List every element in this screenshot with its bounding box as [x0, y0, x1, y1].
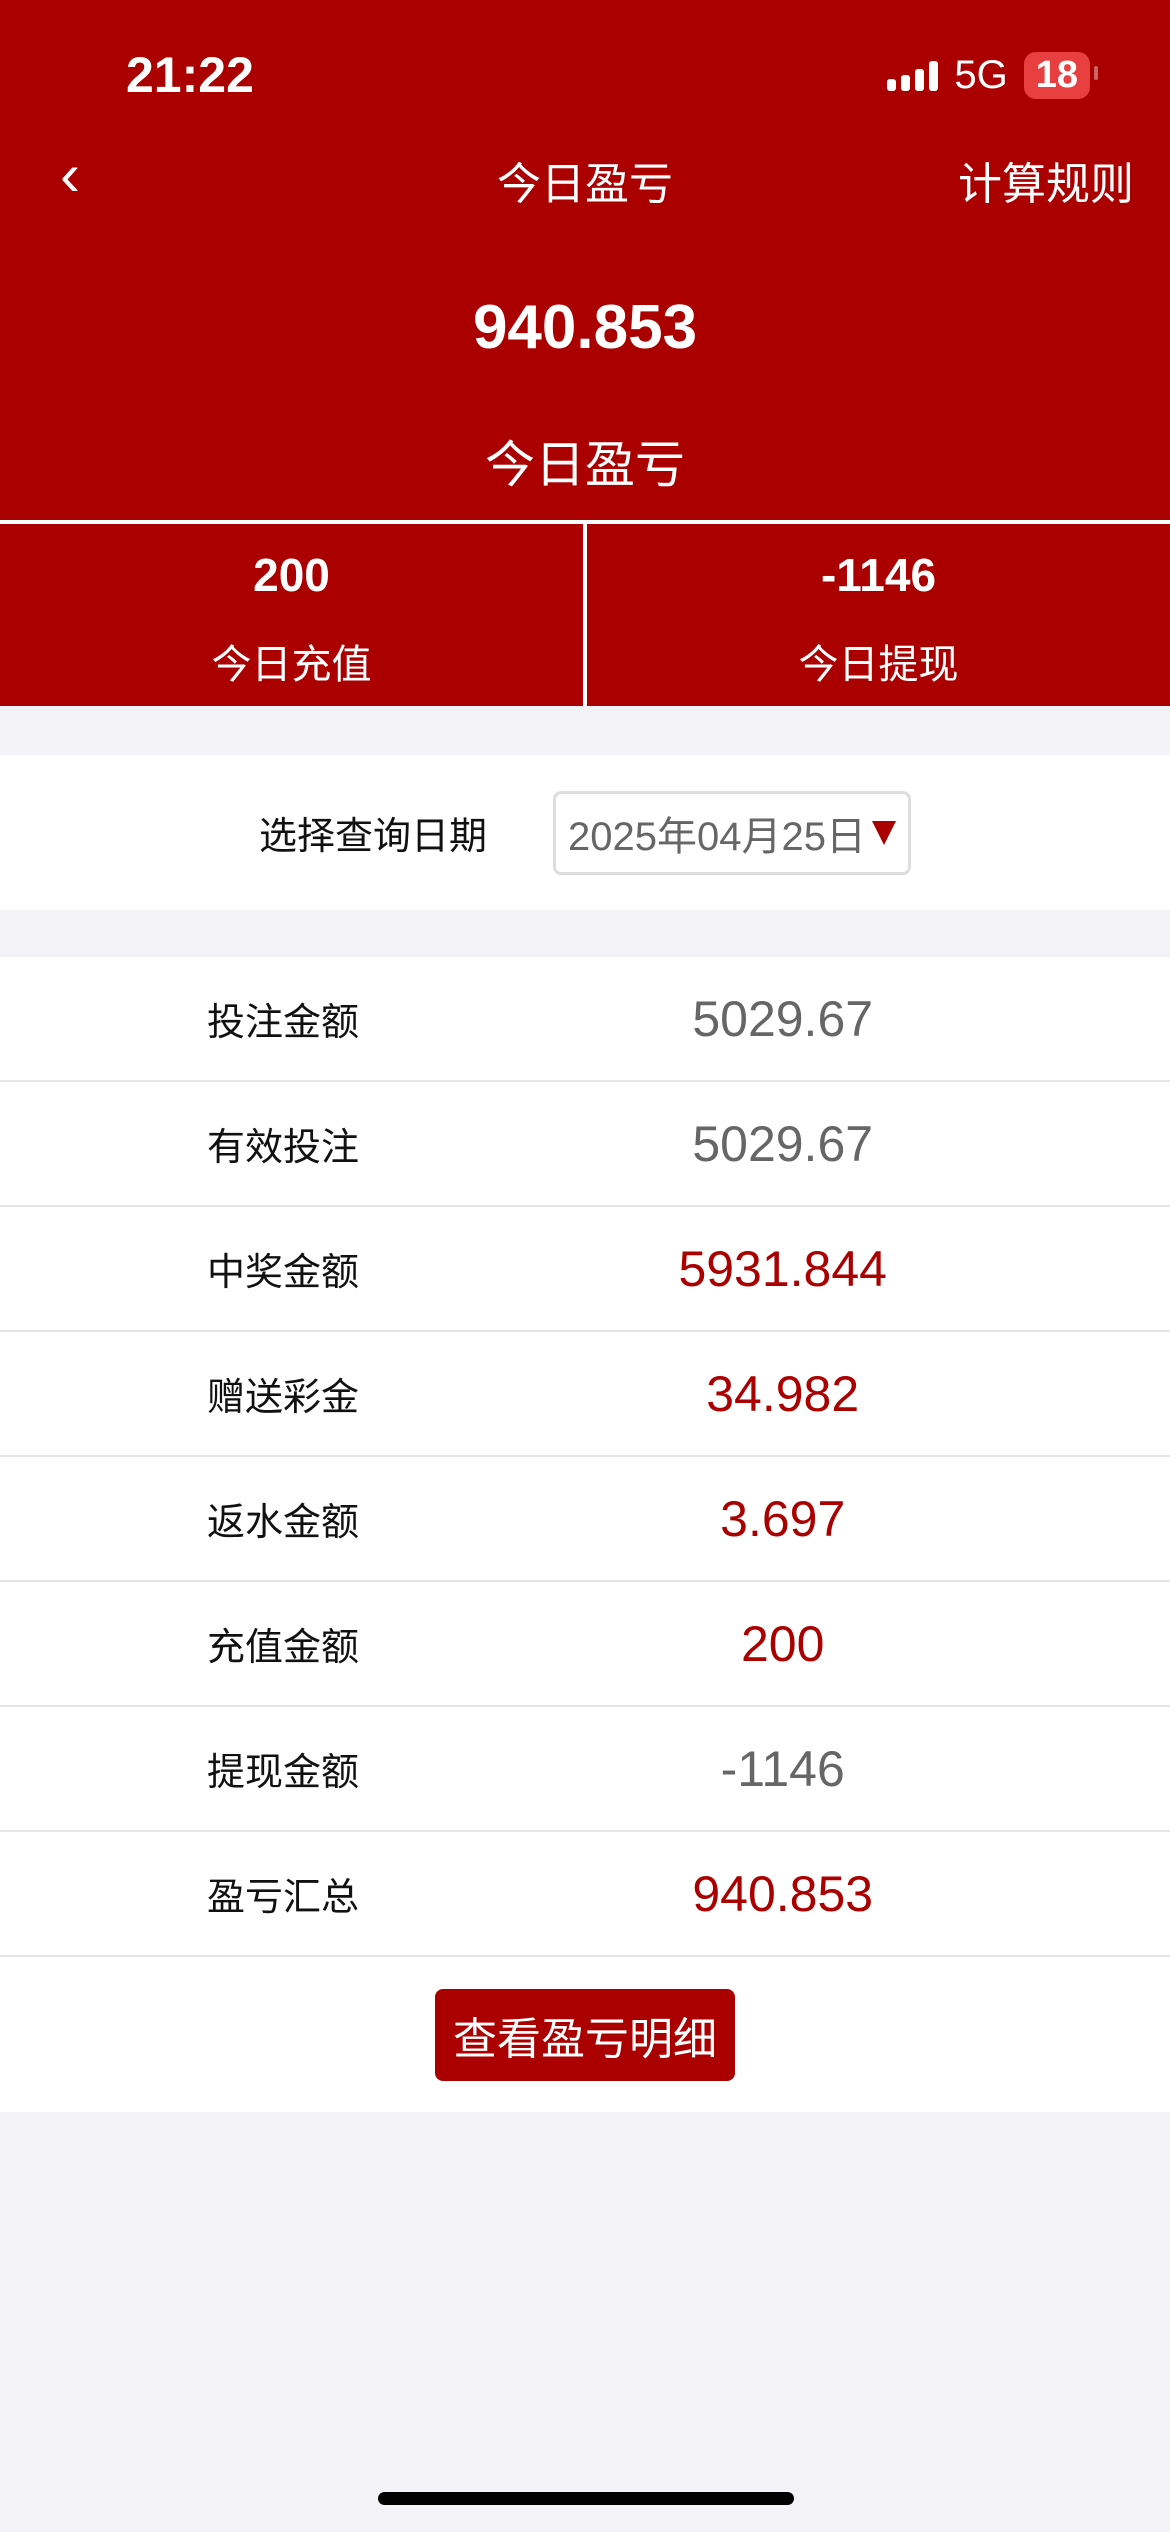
status-time: 21:22	[126, 47, 254, 103]
row-label: 提现金额	[207, 1752, 360, 1794]
view-detail-button[interactable]: 查看盈亏明细	[435, 1988, 735, 2081]
row-value: 3.697	[720, 1490, 846, 1547]
row-label: 返水金额	[207, 1502, 360, 1544]
stat-label: 今日充值	[211, 643, 372, 687]
dropdown-triangle-icon	[871, 820, 896, 845]
row-label: 中奖金额	[207, 1252, 360, 1294]
list-row: 盈亏汇总 940.853	[0, 1832, 1170, 1957]
date-filter: 选择查询日期 2025年04月25日	[0, 755, 1170, 910]
date-select[interactable]: 2025年04月25日	[553, 790, 911, 875]
profit-value: 940.853	[472, 293, 698, 362]
row-value: -1146	[720, 1740, 845, 1797]
summary-list: 投注金额 5029.67 有效投注 5029.67 中奖金额 5931.844 赠送彩金 34…	[0, 957, 1170, 2112]
list-row: 赠送彩金 34.982	[0, 1332, 1170, 1457]
row-label: 充值金额	[207, 1627, 360, 1669]
list-row: 提现金额 -1146	[0, 1707, 1170, 1832]
calc-rules-button[interactable]: 计算规则	[958, 160, 1134, 209]
row-label: 赠送彩金	[207, 1377, 360, 1419]
header: 21:22 5G 18 ‹ 今日盈亏 计算规则 940.853 今日盈亏 200…	[0, 0, 1170, 706]
stat-label: 今日提现	[798, 643, 959, 687]
row-value: 5029.67	[692, 1115, 874, 1172]
stat-recharge: 200 今日充值	[0, 524, 583, 706]
row-value: 200	[740, 1615, 825, 1672]
date-label: 选择查询日期	[259, 816, 488, 858]
row-label: 投注金额	[207, 1002, 360, 1044]
signal-icon	[887, 60, 939, 91]
network-type: 5G	[954, 53, 1008, 97]
page-title: 今日盈亏	[497, 160, 673, 209]
stat-value: -1146	[820, 549, 937, 601]
row-value: 5029.67	[692, 990, 874, 1047]
row-value: 34.982	[706, 1365, 860, 1422]
status-icons: 5G 18	[887, 52, 1099, 99]
stats-bar: 200 今日充值 -1146 今日提现	[0, 520, 1170, 706]
back-chevron-icon[interactable]: ‹	[60, 141, 80, 208]
date-value: 2025年04月25日	[568, 814, 866, 859]
list-row: 充值金额 200	[0, 1582, 1170, 1707]
home-indicator[interactable]	[378, 2492, 794, 2505]
row-value: 940.853	[692, 1865, 874, 1922]
row-value: 5931.844	[678, 1240, 887, 1297]
stat-withdraw: -1146 今日提现	[583, 524, 1170, 706]
profit-label: 今日盈亏	[485, 437, 685, 493]
list-row: 返水金额 3.697	[0, 1457, 1170, 1582]
row-label: 有效投注	[207, 1127, 360, 1169]
stat-value: 200	[253, 549, 330, 601]
battery-icon: 18	[1023, 52, 1099, 99]
list-row: 中奖金额 5931.844	[0, 1207, 1170, 1332]
row-label: 盈亏汇总	[207, 1877, 360, 1919]
list-row: 投注金额 5029.67	[0, 957, 1170, 1082]
list-row: 有效投注 5029.67	[0, 1082, 1170, 1207]
